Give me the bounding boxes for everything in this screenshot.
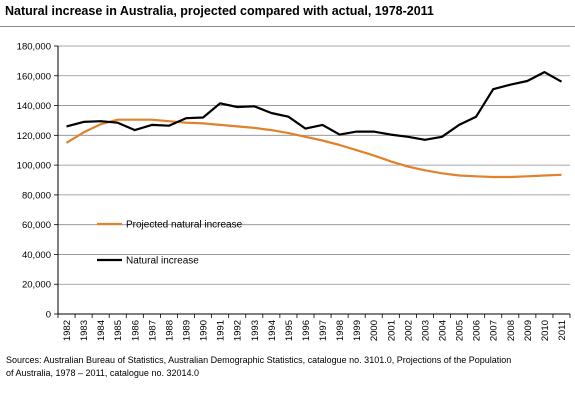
x-tick-label: 1999 [352,320,363,341]
legend: Projected natural increase Natural increa… [97,220,243,267]
x-tick-label: 2008 [506,320,517,341]
y-tick-label: 180,000 [17,42,51,53]
y-tick-label: 100,000 [17,161,51,172]
legend-label-natural-increase: Natural increase [126,256,199,267]
x-tick-label: 1991 [216,320,227,341]
x-tick-label: 1990 [199,320,210,341]
y-tick-label: 60,000 [22,220,51,231]
x-tick-label: 1993 [250,320,261,341]
y-tick-label: 80,000 [22,190,51,201]
x-tick-label: 1998 [335,320,346,341]
gridlines [58,45,570,285]
x-tick-label: 2003 [420,320,431,341]
x-tick-label: 1992 [233,320,244,341]
x-tick-label: 2005 [455,320,466,341]
series-line-projected-natural-increase [65,118,562,179]
x-tick-label: 1986 [130,320,141,341]
x-tick-label: 2011 [557,320,568,340]
x-tick-label: 2007 [489,320,500,341]
x-tick-label: 2004 [438,320,449,341]
y-tick-label: 0 [46,310,51,321]
chart-title: Natural increase in Australia, projected… [5,4,434,18]
x-tick-label: 2001 [386,320,397,341]
x-tick-label: 1988 [164,320,175,341]
y-tick-label: 40,000 [22,250,51,261]
y-tick-label: 160,000 [17,71,51,82]
legend-label-projected-natural-increase: Projected natural increase [126,220,243,231]
x-tick-label: 1994 [267,320,278,341]
series-lines [65,70,563,179]
x-tick-label: 1995 [284,320,295,341]
x-tick-label: 1982 [62,320,73,341]
x-tick-label: 2006 [472,320,483,341]
x-tick-label: 1983 [79,320,90,341]
axes: 0 20,000 40,000 60,000 80,000 100,000 120,000 1… [17,42,571,341]
source-line-1: Sources: Australian Bureau of Statistics… [6,355,512,365]
y-tick-label: 120,000 [17,131,51,142]
x-tick-label: 1987 [147,320,158,341]
x-tick-label: 1989 [182,320,193,341]
x-tick-label: 2002 [403,320,414,341]
x-tick-label: 1985 [113,320,124,341]
x-tick-label: 1984 [96,320,107,341]
source-note: Sources: Australian Bureau of Statistics… [6,354,571,380]
x-tick-label: 1996 [301,320,312,341]
y-tick-label: 140,000 [17,101,51,112]
title-divider [0,26,575,27]
series-line-natural-increase [66,70,563,141]
source-line-2: of Australia, 1978 – 2011, catalogue no.… [6,368,199,378]
x-tick-label: 2010 [540,320,551,341]
x-tick-label: 2009 [523,320,534,341]
x-tick-label: 1997 [318,320,329,341]
x-tick-label: 2000 [369,320,380,341]
y-tick-label: 20,000 [22,280,51,291]
line-chart: 0 20,000 40,000 60,000 80,000 100,000 120,000 1… [17,42,571,341]
